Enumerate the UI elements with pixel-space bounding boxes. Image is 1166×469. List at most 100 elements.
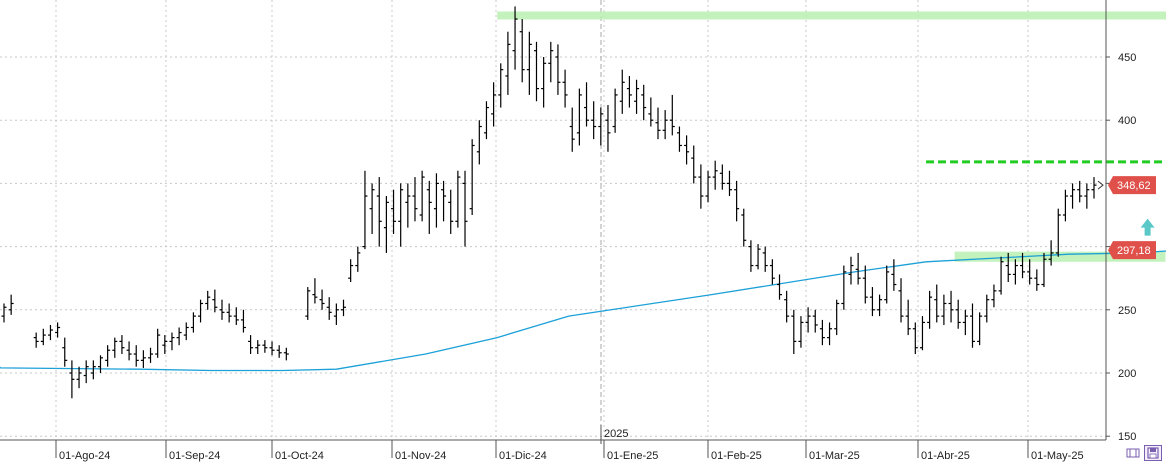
ohlc-bar [662,110,668,140]
ohlc-bar [105,345,111,367]
ohlc-bar [226,303,232,323]
ohlc-bar [855,252,861,285]
ohlc-bar [262,340,268,353]
ohlc-bar [998,256,1004,295]
y-tick-label: 400 [1118,115,1136,127]
ohlc-bar [319,289,325,310]
ohlc-bar [469,139,475,215]
ohlc-bar [69,360,75,399]
ohlc-bar [33,332,39,348]
ohlc-bar [348,259,354,282]
ohlc-bar [505,31,511,95]
ohlc-bar [941,294,947,325]
save-chart-icon-glyph [1147,447,1159,459]
ohlc-bar [1062,189,1068,222]
ohlc-bar [62,337,68,367]
ohlc-bar [676,126,682,152]
ohlc-bar [669,94,675,136]
ohlc-bar [919,316,925,351]
ohlc-bar [912,322,918,355]
save-chart-icon[interactable] [1144,445,1162,461]
ohlc-bar [834,299,840,336]
chart-settings-icon[interactable] [1124,445,1142,461]
x-tick-label: 01-Sep-24 [169,450,220,462]
x-tick-label: 01-Ene-25 [607,450,658,462]
ohlc-bar [433,173,439,228]
ohlc-bar [97,355,103,373]
ohlc-bar [269,341,275,356]
ohlc-bar [555,44,561,95]
ohlc-bar [562,69,568,108]
ohlc-bar [962,309,968,336]
ohlc-bar [1027,259,1033,285]
ohlc-bar [784,290,790,323]
ohlc-bar [483,101,489,140]
ohlc-bar [591,101,597,140]
ohlc-bar [748,240,754,272]
ohlc-bar [148,347,154,363]
ohlc-bar [90,360,96,380]
ohlc-bar [1048,240,1054,266]
chart-settings-icon-glyph [1126,448,1140,458]
ohlc-bar [412,177,418,222]
ohlc-bar [198,299,204,323]
ohlc-bar [126,341,132,361]
x-tick-label: 01-Mar-25 [809,450,860,462]
ohlc-bar [948,290,954,323]
ohlc-bar [991,284,997,308]
ohlc-bar [362,170,368,250]
x-tick-label: 01-Feb-25 [711,450,762,462]
ohlc-bar [398,183,404,247]
ohlc-bar [219,299,225,320]
ohlc-bar [233,307,239,325]
ohlc-bar [140,350,146,368]
ohlc-bar [248,335,254,355]
ohlc-bar [376,177,382,247]
ohlc-bar [648,97,654,127]
x-tick-label: 01-Abr-25 [921,450,970,462]
moving-average-line [0,250,1166,372]
ohlc-bar [827,322,833,346]
last-price-badge-text: 348,62 [1117,180,1151,192]
ohlc-bar [476,120,482,165]
up-arrow-icon [1140,218,1155,236]
y-tick-label: 150 [1118,431,1136,443]
ohlc-bar [498,63,504,108]
ohlc-bar [1091,177,1097,199]
ohlc-bar [755,244,761,270]
support-zone [954,251,1166,262]
ohlc-bar [533,41,539,102]
moving-average-badge-text: 297,18 [1117,245,1151,257]
ohlc-bar [862,265,868,304]
ohlc-bar [1077,180,1083,203]
ohlc-bar [47,324,53,341]
moving-average-badge [1108,241,1156,260]
ohlc-bar [1020,252,1026,279]
y-tick-label: 450 [1118,52,1136,64]
ohlc-bar [305,287,311,320]
ohlc-bar [969,303,975,348]
ohlc-bar [634,79,640,114]
ohlc-bar [1041,252,1047,288]
ohlc-bar [698,164,704,209]
x-tick-label: 01-May-25 [1031,450,1084,462]
ohlc-bar [83,360,89,384]
ohlc-bar [927,290,933,329]
ohlc-bar [283,347,289,361]
ohlc-bar [176,327,182,346]
ohlc-bar [626,75,632,108]
ohlc-bar [391,189,397,234]
ohlc-bar [777,274,783,300]
ohlc-bar [419,170,425,222]
ohlc-bar [276,345,282,358]
ohlc-bar [190,312,196,333]
ohlc-bar [462,170,468,247]
ohlc-bar [55,322,61,338]
x-tick-label: 01-Nov-24 [395,450,446,462]
ohlc-bar [791,309,797,355]
ohlc-bar [891,259,897,291]
ohlc-bar [119,335,125,355]
ohlc-bar [605,105,611,152]
ohlc-bar [155,328,161,358]
